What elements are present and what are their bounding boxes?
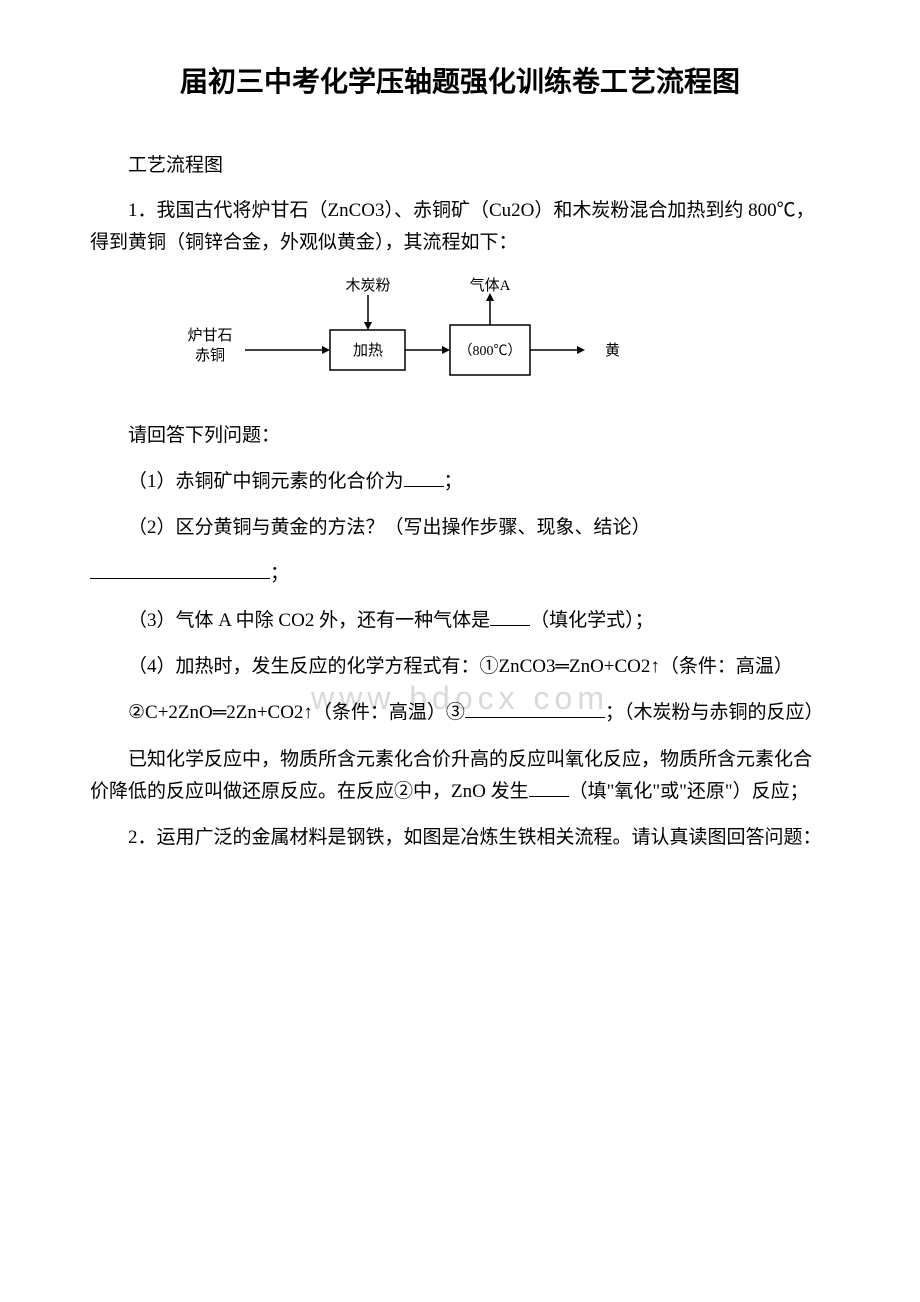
q1-sub4-b-line: ②C+2ZnO═2Zn+CO2↑（条件：高温）③ ；（木炭粉与赤铜的反应） — [90, 697, 830, 729]
q2-intro: 2．运用广泛的金属材料是钢铁，如图是冶炼生铁相关流程。请认真读图回答问题： — [90, 822, 830, 854]
q1-prompt: 请回答下列问题： — [90, 420, 830, 452]
q1-sub4-c: ；（木炭粉与赤铜的反应） — [605, 702, 824, 723]
q1-sub2-tail: ； — [270, 563, 289, 584]
label-chitong: 赤铜 — [195, 347, 225, 364]
blank-fill — [404, 486, 444, 487]
q1-sub2-text: （2）区分黄铜与黄金的方法？（写出操作步骤、现象、结论） — [128, 517, 651, 538]
box-heat-label: 加热 — [353, 342, 383, 359]
q1-sub3: （3）气体 A 中除 CO2 外，还有一种气体是 （填化学式）； — [90, 605, 830, 637]
blank-fill — [529, 796, 569, 797]
q1-sub4-d-line: 已知化学反应中，物质所含元素化合价升高的反应叫氧化反应，物质所含元素化合价降低的… — [90, 744, 830, 809]
blank-fill — [490, 625, 530, 626]
q1-sub1-text: （1）赤铜矿中铜元素的化合价为 — [128, 471, 404, 492]
box-temp-label: （800℃） — [459, 343, 522, 359]
q1-intro: 1．我国古代将炉甘石（ZnCO3）、赤铜矿（Cu2O）和木炭粉混合加热到约 80… — [90, 195, 830, 260]
q1-sub4-d-b: （填"氧化"或"还原"）反应； — [569, 781, 809, 802]
q1-sub1: （1）赤铜矿中铜元素的化合价为 ； — [90, 466, 830, 498]
section-heading: 工艺流程图 — [90, 150, 830, 177]
page-title: 届初三中考化学压轴题强化训练卷工艺流程图 — [90, 60, 830, 100]
q1-sub4-b: ②C+2ZnO═2Zn+CO2↑（条件：高温）③ — [128, 702, 465, 723]
label-charcoal: 木炭粉 — [345, 277, 390, 294]
q1-sub2: （2）区分黄铜与黄金的方法？（写出操作步骤、现象、结论） — [90, 512, 830, 544]
label-brass: 黄铜 — [605, 342, 620, 359]
blank-fill — [465, 717, 605, 718]
q1-sub4-a: （4）加热时，发生反应的化学方程式有：①ZnCO3═ZnO+CO2↑（条件：高温… — [90, 651, 830, 683]
q1-sub2-blank: ； — [90, 558, 830, 590]
blank-fill — [90, 578, 270, 579]
q1-sub3-a: （3）气体 A 中除 CO2 外，还有一种气体是 — [128, 610, 490, 631]
label-gas-a: 气体A — [470, 277, 511, 294]
process-diagram: 木炭粉 气体A 炉甘石 赤铜 加热 （800℃） 黄铜 — [180, 275, 830, 405]
label-luganshi: 炉甘石 — [187, 327, 232, 344]
q1-sub1-tail: ； — [444, 471, 463, 492]
q1-sub3-b: （填化学式）； — [530, 610, 654, 631]
